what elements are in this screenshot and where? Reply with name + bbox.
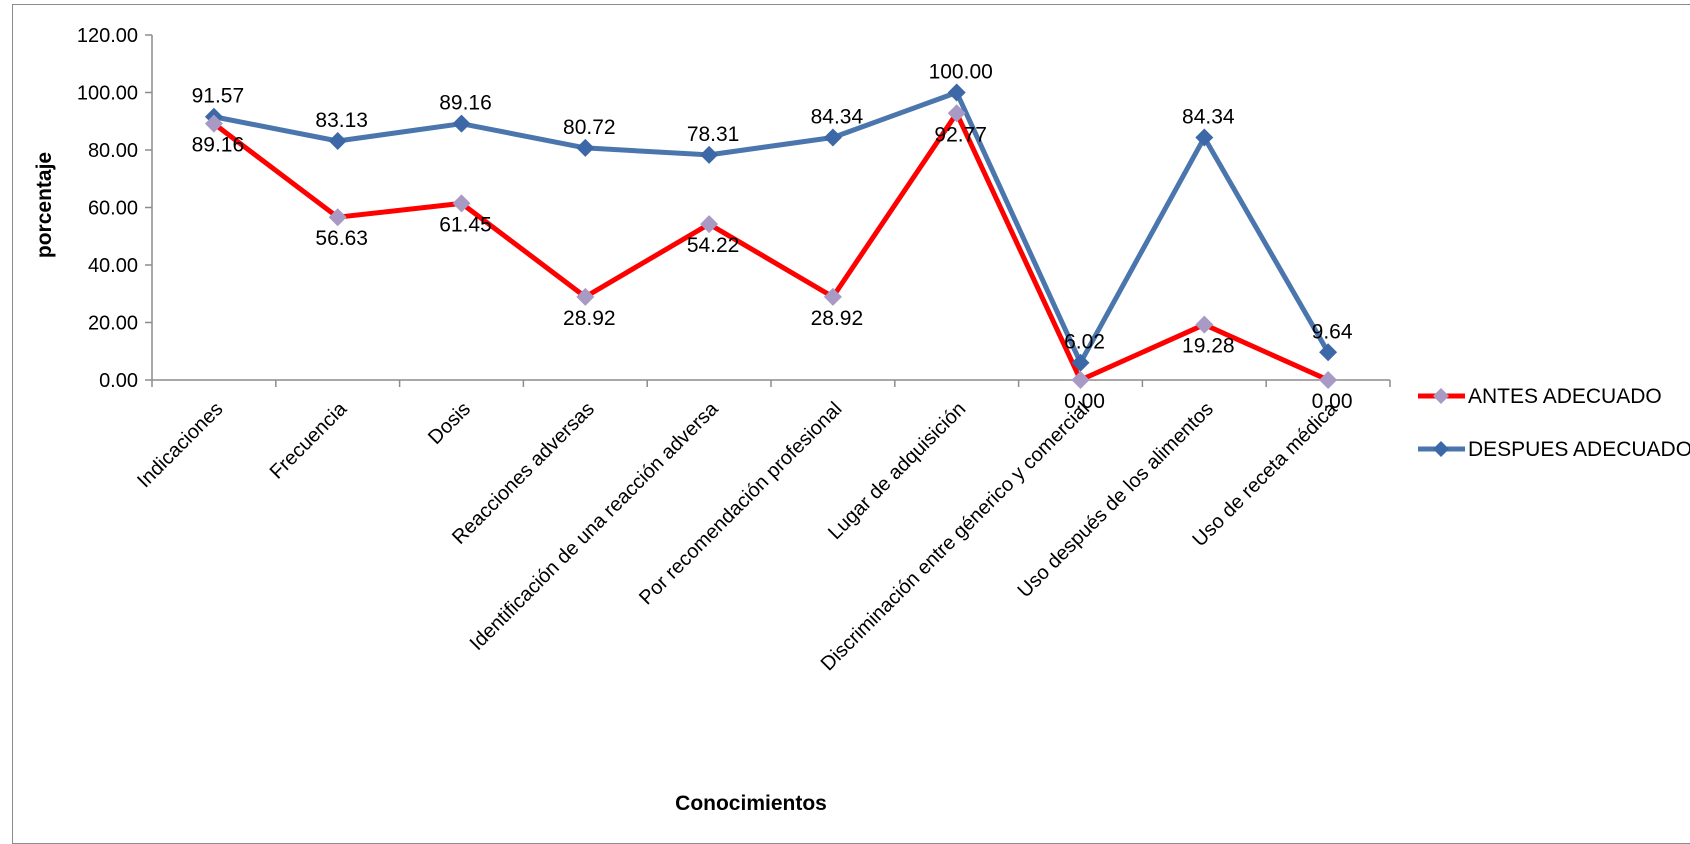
x-axis-title: Conocimientos xyxy=(675,792,827,815)
y-tick-label: 0.00 xyxy=(99,370,138,392)
y-tick-label: 40.00 xyxy=(88,255,138,277)
data-label-despues: 100.00 xyxy=(929,61,993,84)
series-markers xyxy=(204,83,1338,389)
x-category-label: Uso de receta médica xyxy=(1189,397,1343,551)
x-category-label: Uso después de los alimentos xyxy=(1014,398,1218,602)
legend-marker-antes xyxy=(1433,388,1449,404)
series-lines xyxy=(211,90,1331,383)
data-label-despues: 78.31 xyxy=(687,123,740,146)
series-line-antes xyxy=(211,110,1331,383)
chart-frame xyxy=(12,4,1690,844)
y-tick-label: 100.00 xyxy=(77,83,138,105)
data-label-antes: 54.22 xyxy=(687,234,740,257)
marker-despues xyxy=(700,145,719,164)
data-label-antes: 0.00 xyxy=(1064,390,1105,413)
data-label-antes: 28.92 xyxy=(563,307,616,330)
x-category-label: Identificación de una reacción adversa xyxy=(466,397,724,655)
y-tick-label: 60.00 xyxy=(88,198,138,220)
data-label-antes: 61.45 xyxy=(439,213,492,236)
marker-antes xyxy=(1071,371,1090,389)
marker-despues xyxy=(1195,128,1214,147)
data-label-antes: 89.16 xyxy=(192,134,245,157)
data-label-despues: 89.16 xyxy=(439,92,492,115)
data-labels: 89.16 56.63 61.45 28.92 54.22 28.92 92.77 0.00 1… xyxy=(192,61,1353,414)
x-category-label: Indicaciones xyxy=(133,398,227,492)
x-category-label: Dosis xyxy=(424,398,475,449)
data-label-antes: 92.77 xyxy=(934,123,987,146)
y-axis-ticks: 0.00 20.00 40.00 60.00 80.00 100.00 120.00 xyxy=(77,25,152,392)
marker-antes xyxy=(204,114,223,133)
marker-despues xyxy=(1071,353,1090,372)
legend: ANTES ADECUADO DESPUES ADECUADO xyxy=(1418,385,1690,461)
x-category-label: Reacciones adversas xyxy=(448,398,599,549)
marker-antes xyxy=(1195,315,1214,334)
marker-antes xyxy=(576,287,595,306)
x-category-label: Discriminación entre génerico y comercia… xyxy=(817,398,1094,675)
y-tick-label: 80.00 xyxy=(88,140,138,162)
marker-antes xyxy=(700,215,719,234)
marker-despues xyxy=(328,132,347,151)
data-label-despues: 6.02 xyxy=(1064,331,1105,354)
marker-antes xyxy=(947,104,966,123)
marker-despues xyxy=(823,128,842,147)
y-tick-label: 20.00 xyxy=(88,313,138,335)
legend-marker-despues xyxy=(1433,441,1449,457)
data-label-antes: 0.00 xyxy=(1312,390,1353,413)
marker-despues xyxy=(1319,343,1338,362)
y-axis-title: porcentaje xyxy=(33,152,56,258)
data-label-despues: 83.13 xyxy=(315,109,368,132)
x-category-label: Lugar de adquisición xyxy=(824,398,970,544)
legend-label-despues: DESPUES ADECUADO xyxy=(1468,438,1690,461)
data-label-antes: 56.63 xyxy=(315,227,368,250)
data-label-despues: 9.64 xyxy=(1312,320,1353,343)
marker-despues xyxy=(576,138,595,157)
data-label-despues: 80.72 xyxy=(563,116,616,139)
data-label-despues: 91.57 xyxy=(192,85,245,108)
series-line-despues xyxy=(211,90,1331,366)
marker-antes xyxy=(452,194,471,213)
marker-despues xyxy=(947,83,966,102)
data-label-antes: 28.92 xyxy=(811,307,864,330)
marker-antes xyxy=(328,208,347,227)
x-category-label: Por recomendación profesional xyxy=(635,398,846,609)
data-label-despues: 84.34 xyxy=(1182,106,1235,129)
x-category-label: Frecuencia xyxy=(266,397,352,483)
marker-antes xyxy=(1319,371,1338,389)
data-label-despues: 84.34 xyxy=(811,106,864,129)
legend-label-antes: ANTES ADECUADO xyxy=(1468,385,1662,408)
data-label-antes: 19.28 xyxy=(1182,335,1235,358)
marker-antes xyxy=(823,287,842,306)
y-tick-label: 120.00 xyxy=(77,25,138,47)
marker-despues xyxy=(452,114,471,133)
